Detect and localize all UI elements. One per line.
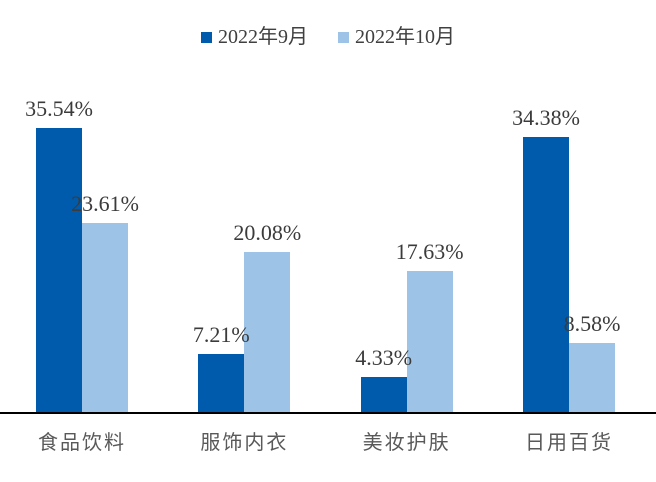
value-label-series1-cat2: 17.63% bbox=[395, 239, 464, 264]
bar-series0-cat2 bbox=[360, 377, 407, 412]
category-label-1: 服饰内衣 bbox=[200, 432, 289, 454]
x-axis-line bbox=[0, 412, 656, 414]
category-label-2: 美妆护肤 bbox=[362, 432, 451, 454]
legend-item-0: 2022年9月 bbox=[201, 24, 308, 50]
bar-series0-cat1 bbox=[198, 354, 245, 412]
bar-series1-cat3 bbox=[569, 343, 615, 412]
legend-label: 2022年9月 bbox=[218, 26, 308, 48]
bar-series0-cat0 bbox=[36, 128, 82, 412]
legend-swatch-icon bbox=[338, 31, 349, 43]
value-label-series0-cat0: 35.54% bbox=[25, 96, 93, 121]
value-label-series1-cat0: 23.61% bbox=[71, 191, 139, 216]
legend-item-1: 2022年10月 bbox=[338, 24, 455, 50]
value-label-series1-cat1: 20.08% bbox=[233, 220, 302, 245]
value-label-series0-cat2: 4.33% bbox=[355, 345, 413, 370]
value-label-series0-cat3: 34.38% bbox=[512, 105, 580, 130]
bar-series0-cat3 bbox=[523, 137, 569, 412]
bar-series1-cat2 bbox=[406, 271, 453, 412]
value-label-series0-cat1: 7.21% bbox=[192, 322, 250, 347]
legend-label: 2022年10月 bbox=[355, 26, 455, 48]
category-label-0: 食品饮料 bbox=[38, 432, 126, 454]
bar-series1-cat0 bbox=[82, 223, 128, 412]
chart-legend: 2022年9月 2022年10月 bbox=[0, 24, 656, 50]
category-label-3: 日用百货 bbox=[525, 432, 613, 454]
bar-series1-cat1 bbox=[244, 252, 291, 412]
value-label-series1-cat3: 8.58% bbox=[563, 311, 621, 336]
legend-swatch-icon bbox=[201, 31, 212, 43]
